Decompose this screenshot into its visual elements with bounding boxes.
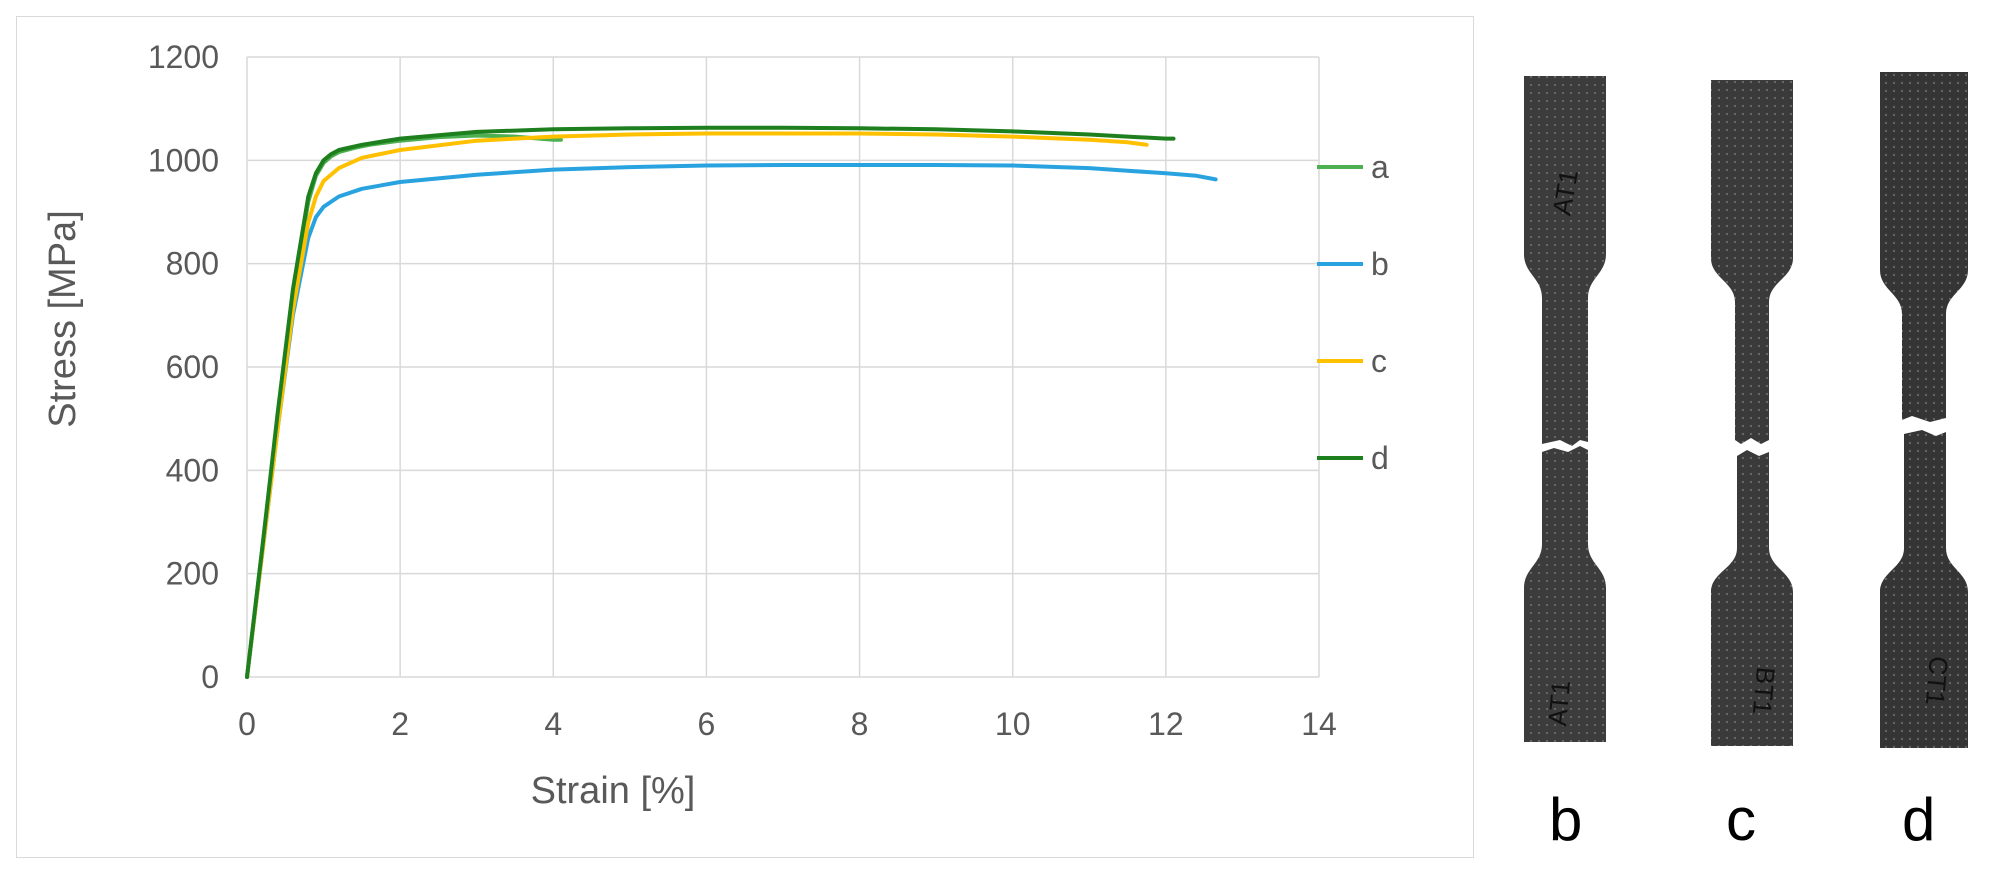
y-tick-label: 200 [166, 556, 219, 592]
y-tick-label: 1000 [148, 142, 219, 178]
y-axis-label: Stress [MPa] [42, 210, 84, 428]
specimen-d-upper-half [1880, 72, 1968, 422]
x-tick-label: 12 [1148, 706, 1184, 742]
grid [246, 56, 1320, 678]
y-tick-label: 600 [166, 349, 219, 385]
specimen-b-marking-bottom: AT1 [1542, 679, 1576, 727]
y-tick-label: 1200 [148, 39, 219, 75]
specimen-d-lower-half [1880, 430, 1968, 748]
photo-label-c: c [1726, 786, 1756, 853]
y-tick-label: 400 [166, 452, 219, 488]
specimen-d-photo: CT1 [1880, 72, 1968, 748]
x-tick-label: 14 [1301, 706, 1337, 742]
x-axis-label: Strain [%] [531, 770, 696, 812]
x-tick-label: 10 [995, 706, 1031, 742]
specimen-d-marking: CT1 [1920, 655, 1954, 707]
legend-label-c: c [1371, 343, 1387, 379]
specimen-b-photo: AT1 AT1 [1524, 76, 1606, 742]
series-line-c [245, 131, 1149, 679]
series-line-b [245, 163, 1218, 679]
specimen-b-lower-half [1524, 446, 1606, 742]
specimen-c-photo: BT1 [1711, 80, 1793, 746]
x-tick-label: 4 [544, 706, 562, 742]
photo-label-b: b [1549, 786, 1583, 853]
y-tick-labels: 0 200 400 600 800 1000 1200 [148, 39, 219, 695]
legend: a b c d [1317, 149, 1389, 476]
x-tick-labels: 0 2 4 6 8 10 12 14 [238, 706, 1337, 742]
chart-frame: 0 2 4 6 8 10 12 14 0 200 400 600 800 1000 1200 a b c d S… [16, 16, 1474, 858]
x-tick-label: 6 [698, 706, 716, 742]
x-tick-label: 8 [851, 706, 869, 742]
series-lines [245, 125, 1218, 679]
legend-label-b: b [1371, 246, 1389, 282]
x-tick-label: 0 [238, 706, 256, 742]
specimen-b-upper-half [1524, 76, 1606, 446]
y-tick-label: 800 [166, 246, 219, 282]
specimen-c-upper-half [1711, 80, 1793, 444]
photo-label-d: d [1902, 786, 1936, 853]
stress-strain-chart: 0 2 4 6 8 10 12 14 0 200 400 600 800 1000 1200 a b c d S… [42, 39, 1389, 812]
specimen-c-lower-half [1711, 450, 1793, 746]
legend-label-d: d [1371, 440, 1389, 476]
y-tick-label: 0 [201, 659, 219, 695]
legend-label-a: a [1371, 149, 1389, 185]
series-line-a [245, 133, 563, 679]
x-tick-label: 2 [391, 706, 409, 742]
specimen-c-marking: BT1 [1747, 666, 1781, 716]
series-line-d [245, 125, 1176, 679]
